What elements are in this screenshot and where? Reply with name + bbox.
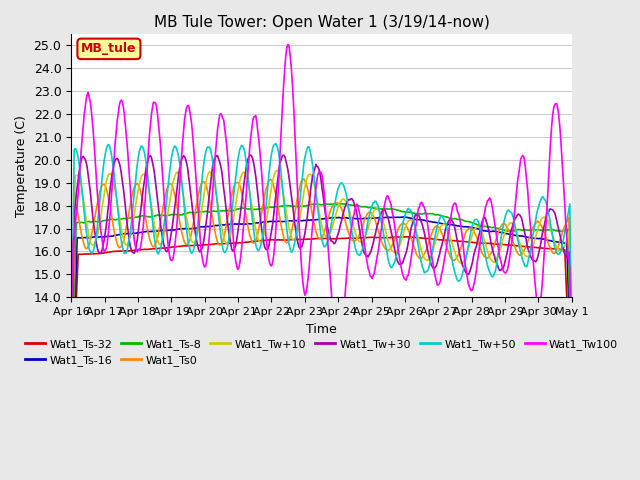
Wat1_Tw+30 <box>309 172 317 178</box>
Line: Wat1_Ts-8: Wat1_Ts-8 <box>71 204 572 420</box>
Wat1_Tw+50 <box>309 166 317 171</box>
Wat1_Tw+50 <box>339 181 347 187</box>
Line: Wat1_Tw+30: Wat1_Tw+30 <box>71 155 572 423</box>
Wat1_Tw+10 <box>366 218 374 224</box>
Wat1_Ts-8 <box>557 228 564 234</box>
Wat1_Tw+10 <box>339 196 347 202</box>
Wat1_Ts0 <box>67 401 75 407</box>
X-axis label: Time: Time <box>306 323 337 336</box>
Wat1_Tw+10 <box>557 248 564 253</box>
Wat1_Ts0 <box>300 176 308 182</box>
Wat1_Ts-32 <box>338 236 346 241</box>
Line: Wat1_Tw+50: Wat1_Tw+50 <box>71 144 572 385</box>
Wat1_Ts-16 <box>305 217 313 223</box>
Wat1_Tw+50 <box>67 383 75 388</box>
Wat1_Ts0 <box>309 215 317 220</box>
Wat1_Ts-16 <box>308 217 316 223</box>
Wat1_Tw+30 <box>247 152 255 158</box>
Wat1_Tw100 <box>306 254 314 260</box>
Wat1_Ts-16 <box>67 425 75 431</box>
Wat1_Ts0 <box>339 210 347 216</box>
Title: MB Tule Tower: Open Water 1 (3/19/14-now): MB Tule Tower: Open Water 1 (3/19/14-now… <box>154 15 490 30</box>
Wat1_Ts-16 <box>338 215 346 221</box>
Line: Wat1_Ts0: Wat1_Ts0 <box>71 179 572 404</box>
Wat1_Ts0 <box>568 363 575 369</box>
Wat1_Ts-32 <box>568 419 575 425</box>
Wat1_Ts0 <box>479 251 486 257</box>
Wat1_Ts-32 <box>305 236 313 242</box>
Wat1_Ts-8 <box>366 204 374 210</box>
Wat1_Ts-16 <box>568 397 575 403</box>
Wat1_Tw+10 <box>274 168 282 173</box>
Wat1_Ts-32 <box>308 236 316 242</box>
Wat1_Tw+30 <box>479 218 486 224</box>
Line: Wat1_Ts-16: Wat1_Ts-16 <box>71 217 572 428</box>
Wat1_Tw+50 <box>479 238 486 243</box>
Wat1_Tw+50 <box>306 147 314 153</box>
Legend: Wat1_Ts-32, Wat1_Ts-16, Wat1_Ts-8, Wat1_Ts0, Wat1_Tw+10, Wat1_Tw+30, Wat1_Tw+50,: Wat1_Ts-32, Wat1_Ts-16, Wat1_Ts-8, Wat1_… <box>20 335 623 371</box>
Wat1_Tw+30 <box>306 193 314 199</box>
Wat1_Tw+30 <box>366 250 374 256</box>
Wat1_Ts-8 <box>67 417 75 423</box>
Wat1_Tw100 <box>284 42 292 48</box>
Wat1_Tw100 <box>67 395 75 401</box>
Wat1_Tw+10 <box>309 178 317 183</box>
Wat1_Ts0 <box>366 209 374 215</box>
Wat1_Tw100 <box>309 218 317 224</box>
Wat1_Tw+30 <box>557 236 564 242</box>
Wat1_Ts-32 <box>479 240 486 246</box>
Wat1_Tw+50 <box>272 141 280 146</box>
Line: Wat1_Ts-32: Wat1_Ts-32 <box>71 237 572 424</box>
Wat1_Ts-8 <box>568 381 575 387</box>
Wat1_Ts-32 <box>557 247 564 252</box>
Wat1_Tw+10 <box>568 369 575 375</box>
Wat1_Ts-16 <box>557 240 564 245</box>
Wat1_Ts-8 <box>339 201 347 207</box>
Wat1_Tw100 <box>557 136 564 142</box>
Text: MB_tule: MB_tule <box>81 42 137 55</box>
Wat1_Tw+50 <box>557 248 564 254</box>
Wat1_Ts0 <box>306 197 314 203</box>
Wat1_Tw+10 <box>67 396 75 402</box>
Wat1_Tw+50 <box>568 335 575 340</box>
Wat1_Tw100 <box>479 222 486 228</box>
Y-axis label: Temperature (C): Temperature (C) <box>15 115 28 216</box>
Wat1_Tw+30 <box>339 211 347 217</box>
Line: Wat1_Tw+10: Wat1_Tw+10 <box>71 170 572 399</box>
Wat1_Ts0 <box>557 235 564 240</box>
Wat1_Ts-8 <box>337 201 345 206</box>
Wat1_Tw+50 <box>366 210 374 216</box>
Wat1_Ts-16 <box>401 214 408 220</box>
Wat1_Tw100 <box>366 273 374 279</box>
Wat1_Ts-8 <box>479 223 486 229</box>
Wat1_Tw+10 <box>479 231 486 237</box>
Wat1_Ts-16 <box>479 228 486 233</box>
Line: Wat1_Tw100: Wat1_Tw100 <box>71 45 572 411</box>
Wat1_Tw+30 <box>67 420 75 426</box>
Wat1_Ts-32 <box>365 234 373 240</box>
Wat1_Ts-16 <box>365 216 373 221</box>
Wat1_Ts-8 <box>308 202 316 207</box>
Wat1_Ts-32 <box>403 234 411 240</box>
Wat1_Tw+10 <box>306 171 314 177</box>
Wat1_Ts-32 <box>67 421 75 427</box>
Wat1_Tw+30 <box>568 369 575 375</box>
Wat1_Ts-8 <box>305 202 313 208</box>
Wat1_Tw100 <box>568 408 575 414</box>
Wat1_Tw100 <box>339 315 347 321</box>
